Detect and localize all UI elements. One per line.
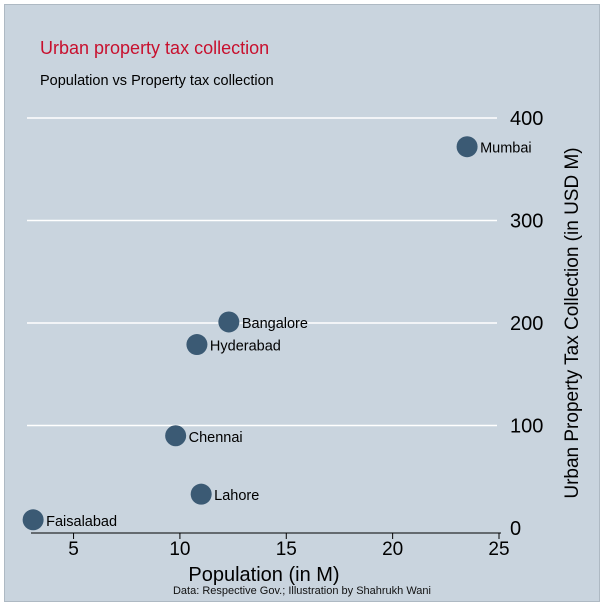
data-points: Mumbai Bangalore Hyderabad Chennai Lahore Fai… <box>22 136 532 531</box>
data-point <box>22 509 44 531</box>
y-tick-label: 0 <box>510 518 521 540</box>
y-tick-label: 400 <box>510 108 543 130</box>
y-ticks: 0 100 200 300 400 <box>510 108 543 540</box>
chart-subtitle: Population vs Property tax collection <box>40 73 274 89</box>
x-axis-label: Population (in M) <box>188 564 339 586</box>
y-tick-label: 200 <box>510 313 543 335</box>
y-tick-label: 100 <box>510 416 543 438</box>
x-tick-label: 20 <box>382 539 403 560</box>
x-tick-label: 10 <box>169 539 190 560</box>
data-point-label: Chennai <box>189 430 243 446</box>
data-point <box>456 136 478 158</box>
data-point <box>165 425 187 447</box>
data-point <box>186 334 208 356</box>
grid-lines <box>27 117 497 427</box>
data-point-label: Bangalore <box>242 316 308 332</box>
data-point <box>218 311 240 333</box>
x-tick-label: 25 <box>488 539 509 560</box>
x-tick-label: 15 <box>276 539 297 560</box>
data-point-label: Hyderabad <box>210 339 281 355</box>
x-ticks: 5 10 15 20 25 <box>68 533 510 560</box>
data-point-label: Lahore <box>214 488 259 504</box>
source-note: Data: Respective Gov.; Illustration by S… <box>172 585 431 597</box>
data-point-label: Faisalabad <box>46 514 117 530</box>
chart-background <box>4 4 600 602</box>
x-tick-label: 5 <box>68 539 79 560</box>
data-point-label: Mumbai <box>480 141 532 157</box>
y-tick-label: 300 <box>510 211 543 233</box>
y-axis-label: Urban Property Tax Collection (in USD M) <box>562 147 583 498</box>
data-point <box>190 483 212 505</box>
chart-title: Urban property tax collection <box>40 38 270 58</box>
